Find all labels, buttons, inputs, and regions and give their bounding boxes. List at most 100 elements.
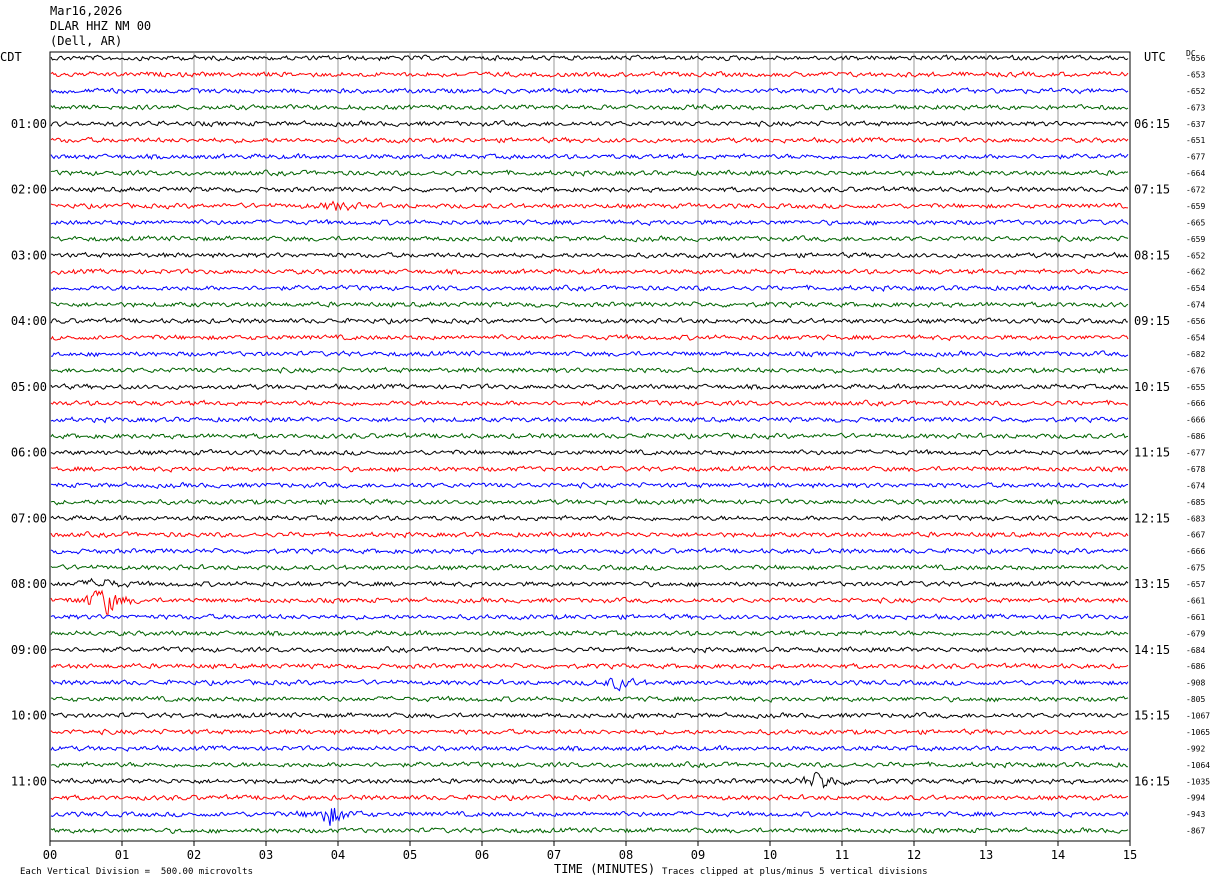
utc-hour-label: 11:15 bbox=[1134, 446, 1170, 460]
dc-offset-label: -685 bbox=[1186, 498, 1205, 507]
x-tick-label: 03 bbox=[259, 848, 273, 862]
trace-32 bbox=[50, 577, 1129, 588]
trace-46 bbox=[50, 807, 1129, 826]
trace-10 bbox=[50, 218, 1129, 227]
utc-hour-label: 12:15 bbox=[1134, 511, 1170, 525]
dc-offset-label: -656 bbox=[1186, 317, 1205, 326]
x-tick-label: 14 bbox=[1051, 848, 1065, 862]
dc-offset-label: -1065 bbox=[1186, 728, 1210, 737]
cdt-hour-label: 01:00 bbox=[11, 117, 47, 131]
dc-offset-label: -664 bbox=[1186, 169, 1205, 178]
trace-5 bbox=[50, 136, 1129, 144]
x-tick-label: 02 bbox=[187, 848, 201, 862]
dc-offset-label: -805 bbox=[1186, 695, 1205, 704]
trace-42 bbox=[50, 744, 1129, 752]
dc-offset-label: -654 bbox=[1186, 333, 1205, 342]
trace-6 bbox=[50, 152, 1129, 161]
x-tick-label: 15 bbox=[1123, 848, 1137, 862]
x-tick-label: 06 bbox=[475, 848, 489, 862]
right-timezone-label: UTC bbox=[1144, 50, 1166, 64]
trace-2 bbox=[50, 87, 1129, 95]
chart-date: Mar16,2026 bbox=[50, 4, 123, 18]
dc-offset-label: -677 bbox=[1186, 449, 1205, 458]
dc-offset-label: -652 bbox=[1186, 251, 1205, 260]
station-location: (Dell, AR) bbox=[50, 34, 123, 48]
dc-offset-label: -675 bbox=[1186, 564, 1205, 573]
trace-11 bbox=[50, 235, 1129, 243]
left-timezone-label: CDT bbox=[0, 50, 22, 64]
trace-17 bbox=[50, 334, 1129, 342]
x-tick-label: 13 bbox=[979, 848, 993, 862]
dc-offset-label: -659 bbox=[1186, 235, 1205, 244]
trace-0 bbox=[50, 54, 1129, 62]
dc-offset-label: -655 bbox=[1186, 383, 1205, 392]
trace-38 bbox=[50, 677, 1129, 692]
dc-offset-label: -994 bbox=[1186, 794, 1205, 803]
dc-offset-label: -686 bbox=[1186, 662, 1205, 671]
x-tick-label: 09 bbox=[691, 848, 705, 862]
dc-offset-label: -662 bbox=[1186, 268, 1205, 277]
dc-offset-label: -683 bbox=[1186, 514, 1205, 523]
dc-offset-label: -684 bbox=[1186, 646, 1205, 655]
dc-offset-label: -1067 bbox=[1186, 712, 1210, 721]
dc-offset-label: -665 bbox=[1186, 218, 1205, 227]
dc-offset-label: -666 bbox=[1186, 416, 1205, 425]
trace-14 bbox=[50, 284, 1129, 292]
trace-34 bbox=[50, 613, 1129, 621]
dc-offset-label: -656 bbox=[1186, 54, 1205, 63]
trace-8 bbox=[50, 185, 1129, 194]
dc-offset-label: -672 bbox=[1186, 186, 1205, 195]
dc-offset-label: -667 bbox=[1186, 531, 1205, 540]
dc-offset-label: -661 bbox=[1186, 596, 1205, 605]
dc-offset-label: -867 bbox=[1186, 827, 1205, 836]
trace-16 bbox=[50, 317, 1129, 325]
scale-note: Each Vertical Division = 500.00 microvol… bbox=[20, 867, 253, 877]
trace-7 bbox=[50, 169, 1129, 177]
trace-44 bbox=[50, 771, 1129, 789]
trace-41 bbox=[50, 728, 1129, 736]
cdt-hour-label: 03:00 bbox=[11, 248, 47, 262]
dc-offset-label: -676 bbox=[1186, 366, 1205, 375]
trace-25 bbox=[50, 465, 1129, 473]
cdt-hour-label: 09:00 bbox=[11, 643, 47, 657]
dc-offset-label: -653 bbox=[1186, 70, 1205, 79]
trace-21 bbox=[50, 399, 1129, 407]
dc-offset-label: -657 bbox=[1186, 580, 1205, 589]
cdt-hour-label: 08:00 bbox=[11, 577, 47, 591]
trace-47 bbox=[50, 826, 1129, 835]
trace-33 bbox=[50, 589, 1129, 616]
trace-45 bbox=[50, 793, 1129, 802]
utc-hour-label: 14:15 bbox=[1134, 643, 1170, 657]
dc-offset-label: -651 bbox=[1186, 136, 1205, 145]
trace-37 bbox=[50, 662, 1129, 670]
trace-35 bbox=[50, 629, 1129, 637]
trace-13 bbox=[50, 267, 1129, 276]
trace-18 bbox=[50, 350, 1129, 358]
trace-28 bbox=[50, 514, 1129, 522]
dc-offset-label: -666 bbox=[1186, 547, 1205, 556]
dc-offset-label: -679 bbox=[1186, 629, 1205, 638]
trace-36 bbox=[50, 645, 1129, 654]
clip-note: Traces clipped at plus/minus 5 vertical … bbox=[662, 867, 928, 877]
trace-30 bbox=[50, 547, 1129, 555]
dc-offset-label: -1064 bbox=[1186, 761, 1210, 770]
dc-offset-label: -661 bbox=[1186, 613, 1205, 622]
dc-offset-label: -659 bbox=[1186, 202, 1205, 211]
utc-hour-label: 16:15 bbox=[1134, 774, 1170, 788]
dc-offset-label: -637 bbox=[1186, 120, 1205, 129]
x-axis-title: TIME (MINUTES) bbox=[554, 862, 656, 876]
dc-offset-label: -677 bbox=[1186, 153, 1205, 162]
trace-9 bbox=[50, 200, 1129, 212]
trace-31 bbox=[50, 563, 1129, 572]
x-tick-label: 05 bbox=[403, 848, 417, 862]
utc-hour-label: 10:15 bbox=[1134, 380, 1170, 394]
trace-39 bbox=[50, 695, 1129, 703]
dc-offset-label: -674 bbox=[1186, 301, 1205, 310]
x-tick-label: 08 bbox=[619, 848, 633, 862]
dc-offset-label: -666 bbox=[1186, 399, 1205, 408]
utc-hour-label: 09:15 bbox=[1134, 314, 1170, 328]
x-tick-label: 12 bbox=[907, 848, 921, 862]
trace-4 bbox=[50, 120, 1129, 128]
utc-hour-label: 08:15 bbox=[1134, 248, 1170, 262]
